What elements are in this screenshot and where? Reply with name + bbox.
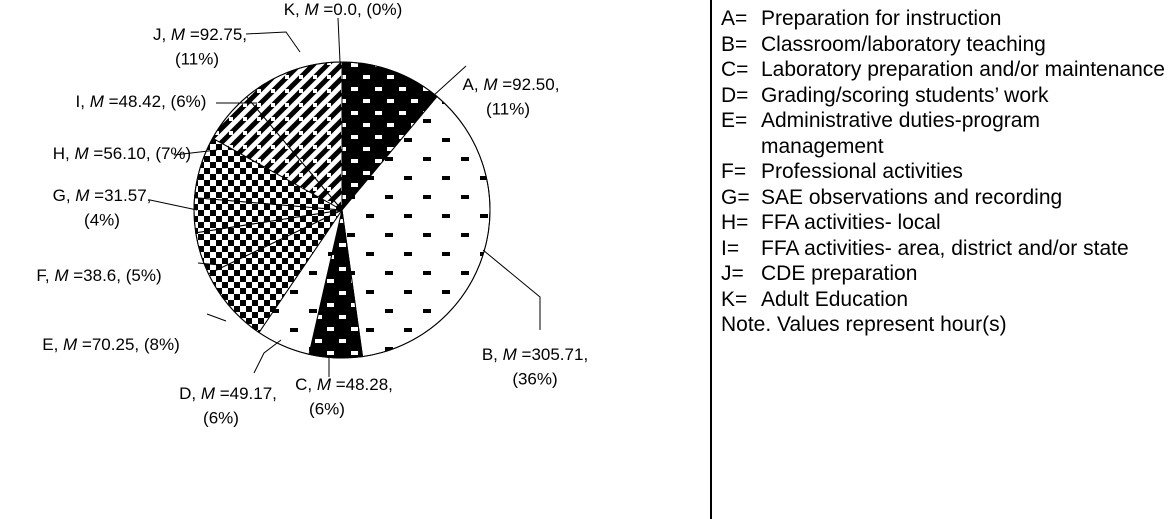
legend-description: Classroom/laboratory teaching [761, 32, 1046, 56]
leader-line-g [149, 199, 198, 211]
data-label-d-value: D, M =49.17, [179, 384, 277, 403]
legend-item: G= SAE observations and recording [721, 185, 1166, 211]
data-label-g-value: G, M =31.57, [53, 186, 152, 205]
legend-item: J= CDE preparation [721, 261, 1166, 287]
legend-item: E= Administrative duties-program manageme… [721, 108, 1166, 159]
legend-key: C= [721, 58, 749, 81]
data-label-i: I, M =48.42, (6%) [76, 92, 207, 111]
leader-line-j [245, 31, 301, 53]
legend-key: K= [721, 287, 748, 311]
legend-key: G= [721, 185, 750, 209]
legend: A= Preparation for instruction B= Classroom… [721, 6, 1166, 338]
legend-item: K= Adult Education [721, 287, 1166, 313]
legend-description: Preparation for instruction [761, 7, 1002, 30]
data-label-k: K, M =0.0, (0%) [284, 0, 403, 19]
data-label-d-percent: (6%) [203, 408, 239, 427]
legend-description: Laboratory preparation and/or maintenanc… [761, 58, 1165, 81]
legend-description: Adult Education [761, 287, 909, 311]
leader-line-f [197, 262, 221, 266]
legend-item: A= Preparation for instruction [721, 6, 1166, 32]
legend-note: Note. Values represent hour(s) [721, 313, 1007, 336]
data-label-c-percent: (6%) [309, 399, 345, 418]
legend-key: I= [721, 236, 740, 260]
legend-item: I= FFA activities- area, district and/or … [721, 236, 1166, 262]
legend-key: A= [721, 7, 748, 30]
legend-description: Grading/scoring students’ work [761, 83, 1049, 107]
legend-description: Administrative duties-program management [761, 109, 1040, 158]
legend-item: C= Laboratory preparation and/or maintena… [721, 57, 1166, 83]
leader-line-k [337, 17, 341, 63]
legend-key: J= [721, 262, 744, 285]
leader-line-d [253, 339, 282, 374]
data-label-h: H, M =56.10, (7%) [53, 144, 191, 163]
leader-line-b [482, 249, 541, 330]
legend-divider [710, 0, 712, 519]
legend-description: Professional activities [761, 160, 963, 183]
pie-chart: A, M =92.50, (11%) B, M =305.71, (36%) C, M … [36, 0, 588, 427]
legend-key: B= [721, 32, 748, 56]
legend-key: F= [721, 160, 747, 183]
legend-item: F= Professional activities [721, 159, 1166, 185]
data-label-f: F, M =38.6, (5%) [36, 266, 161, 285]
legend-description: FFA activities- local [761, 211, 941, 234]
legend-description: FFA activities- area, district and/or st… [761, 236, 1129, 260]
legend-key: H= [721, 211, 749, 234]
data-label-c-value: C, M =48.28, [295, 375, 393, 394]
leader-line-e [206, 313, 227, 322]
data-label-b-value: B, M =305.71, [482, 345, 588, 364]
data-label-j-value: J, M =92.75, [153, 25, 247, 44]
legend-key: E= [721, 109, 748, 132]
data-label-e: E, M =70.25, (8%) [42, 335, 180, 354]
leader-line-h [173, 149, 218, 156]
pie-outline [193, 61, 491, 359]
legend-item: H= FFA activities- local [721, 210, 1166, 236]
leader-line-a [432, 65, 467, 97]
legend-key: D= [721, 83, 749, 107]
data-label-a-value: A, M =92.50, [463, 75, 560, 94]
data-label-a-percent: (11%) [486, 99, 530, 118]
data-label-j-percent: (11%) [175, 49, 219, 68]
data-label-b-percent: (36%) [512, 369, 557, 388]
legend-description: CDE preparation [761, 262, 918, 285]
legend-item: D= Grading/scoring students’ work [721, 83, 1166, 109]
data-label-g-percent: (4%) [84, 210, 120, 229]
legend-item: B= Classroom/laboratory teaching [721, 32, 1166, 58]
legend-description: SAE observations and recording [761, 185, 1063, 209]
